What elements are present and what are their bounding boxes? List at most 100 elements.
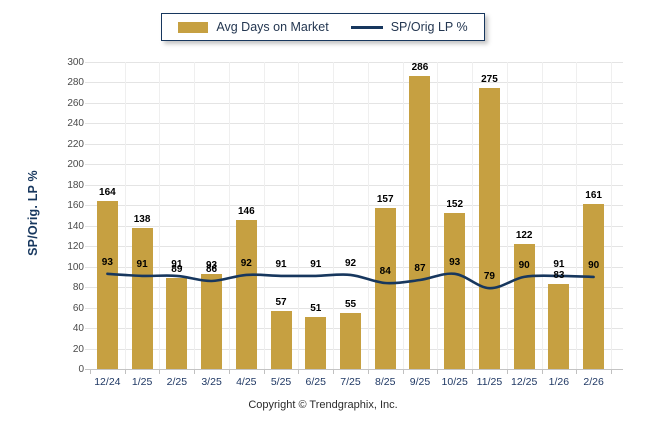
y-axis-tick-label: 260 — [67, 97, 84, 109]
x-axis-tick — [437, 370, 439, 374]
x-axis-baseline — [85, 369, 623, 370]
bar-series-swatch-icon — [178, 21, 209, 33]
bar-2-26 — [583, 204, 605, 369]
y-axis-tick-label: 0 — [78, 364, 84, 375]
gridline — [85, 102, 623, 104]
bar-value-label: 157 — [376, 194, 394, 206]
x-axis-label-9-25: 9/25 — [409, 376, 431, 388]
bar-series-label: Avg Days on Market — [216, 20, 329, 34]
bar-3-25 — [201, 273, 223, 369]
line-value-label: 91 — [171, 258, 183, 270]
vertical-gridline — [506, 62, 508, 369]
gridline — [85, 82, 623, 84]
x-axis-tick — [576, 370, 578, 374]
bar-value-label: 164 — [99, 187, 116, 199]
y-axis-tick-label: 40 — [72, 323, 84, 335]
trend-line — [106, 272, 595, 290]
bar-value-label: 93 — [206, 259, 218, 271]
x-axis-tick — [228, 370, 230, 374]
line-value-label: 93 — [449, 256, 461, 268]
vertical-gridline — [263, 62, 265, 369]
vertical-gridline — [333, 62, 335, 369]
vertical-gridline — [159, 62, 161, 369]
x-axis-tick — [472, 370, 474, 374]
bar-value-label: 161 — [585, 190, 602, 202]
bar-value-label: 89 — [171, 263, 183, 275]
y-axis-tick-label: 300 — [67, 57, 84, 68]
line-value-label: 91 — [310, 258, 322, 270]
y-axis-tick-labels: 0 20 40 60 80 100 120 140 160 180 200 220 240 260 280 3… — [48, 57, 84, 375]
x-axis-tick — [124, 370, 126, 374]
x-axis-tick — [90, 370, 91, 374]
trend-line-path — [106, 272, 595, 290]
x-axis-tick — [194, 370, 196, 374]
gridline — [85, 205, 623, 207]
bar-10-25 — [444, 213, 466, 369]
legend: Avg Days on Market SP/Orig LP % — [161, 13, 485, 41]
y-axis-tick-label: 220 — [67, 138, 84, 150]
line-value-label: 93 — [101, 256, 113, 268]
x-axis-label-12-24: 12/24 — [94, 376, 121, 388]
bar-value-label: 83 — [553, 270, 565, 282]
legend-row: Avg Days on Market SP/Orig LP % — [0, 13, 646, 41]
vertical-gridline — [298, 62, 300, 369]
gridline — [85, 123, 623, 125]
y-axis-tick-label: 280 — [67, 77, 84, 89]
y-axis-tick-label: 60 — [72, 302, 84, 314]
line-value-label: 86 — [206, 264, 218, 275]
bar-value-label: 55 — [344, 298, 357, 310]
vertical-gridline — [124, 62, 126, 369]
gridline — [85, 266, 623, 268]
line-value-label: 91 — [136, 258, 148, 270]
x-axis-tick — [367, 370, 369, 374]
line-value-label: 92 — [240, 257, 252, 269]
gridline — [85, 287, 623, 289]
line-series-swatch-icon — [350, 25, 383, 29]
y-axis-tick-label: 160 — [67, 200, 84, 212]
line-value-label: 91 — [553, 258, 565, 270]
copyright-text: Copyright © Trendgraphix, Inc. — [248, 399, 398, 411]
bar-value-label: 275 — [481, 73, 498, 85]
line-value-label: 90 — [588, 259, 600, 271]
x-axis-tick — [402, 370, 404, 374]
y-axis-tick-label: 180 — [67, 179, 84, 191]
gridline — [85, 246, 623, 248]
bar-8-25 — [374, 208, 396, 369]
x-axis-label-5-25: 5/25 — [270, 376, 292, 388]
x-axis-label-8-25: 8/25 — [375, 376, 396, 388]
x-axis-tick — [541, 370, 543, 374]
bar-2-25 — [166, 277, 188, 369]
bar-1-25 — [131, 227, 153, 369]
x-axis-label-1-25: 1/25 — [131, 376, 153, 388]
bar-12-24 — [96, 201, 118, 369]
x-axis-label-1-26: 1/26 — [548, 376, 570, 388]
line-value-label: 90 — [518, 259, 530, 271]
y-axis-tick-label: 140 — [67, 220, 84, 232]
y-axis-tick-label: 240 — [67, 118, 84, 130]
bar-value-label: 146 — [237, 205, 255, 217]
gridline — [85, 164, 623, 166]
x-axis-label-11-25: 11/25 — [476, 376, 503, 388]
bar-11-25 — [478, 87, 500, 369]
vertical-gridline — [194, 62, 196, 369]
vertical-gridline — [541, 62, 543, 369]
x-axis-label-10-25: 10/25 — [441, 376, 468, 388]
vertical-gridline — [576, 62, 578, 369]
bar-9-25 — [409, 76, 431, 369]
x-axis-tick — [263, 370, 265, 374]
x-axis-tick — [159, 370, 161, 374]
x-axis-label-7-25: 7/25 — [340, 376, 361, 388]
y-axis-tick-label: 100 — [67, 261, 84, 273]
vertical-gridline — [367, 62, 369, 369]
bar-7-25 — [340, 312, 361, 369]
x-axis-label-3-25: 3/25 — [201, 376, 222, 388]
bar-6-25 — [305, 316, 327, 369]
x-axis-label-2-26: 2/26 — [583, 376, 604, 388]
plot-area: 164 138 89 93 146 57 51 55 157 286 152 275 122 83 161 9… — [85, 62, 623, 374]
vertical-gridline — [228, 62, 230, 369]
y-axis-tick-label: 20 — [72, 343, 84, 355]
line-value-label: 92 — [344, 257, 357, 269]
x-axis-label-6-25: 6/25 — [305, 376, 326, 388]
gridline — [85, 225, 623, 227]
line-value-label: 87 — [414, 262, 426, 274]
